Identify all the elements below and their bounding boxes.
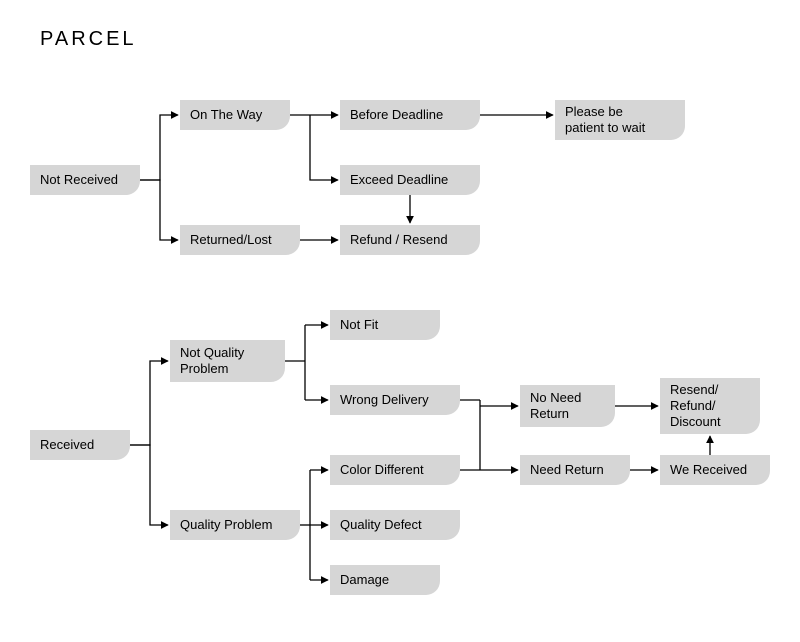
flow-node-exceed_deadline: Exceed Deadline <box>340 165 480 195</box>
flow-node-wrong_delivery: Wrong Delivery <box>330 385 460 415</box>
flow-node-quality_defect: Quality Defect <box>330 510 460 540</box>
flow-node-not_received: Not Received <box>30 165 140 195</box>
flow-node-not_fit: Not Fit <box>330 310 440 340</box>
page-title: PARCEL <box>40 28 137 51</box>
flow-node-before_deadline: Before Deadline <box>340 100 480 130</box>
flow-node-damage: Damage <box>330 565 440 595</box>
flow-node-we_received: We Received <box>660 455 770 485</box>
flow-node-refund_resend: Refund / Resend <box>340 225 480 255</box>
flow-node-returned_lost: Returned/Lost <box>180 225 300 255</box>
flow-node-need_return: Need Return <box>520 455 630 485</box>
flow-node-color_diff: Color Different <box>330 455 460 485</box>
flow-node-received: Received <box>30 430 130 460</box>
flow-node-not_quality: Not Quality Problem <box>170 340 285 382</box>
flow-node-resend_refund: Resend/ Refund/ Discount <box>660 378 760 434</box>
flow-node-on_the_way: On The Way <box>180 100 290 130</box>
flow-node-please_wait: Please be patient to wait <box>555 100 685 140</box>
flow-node-no_need_return: No Need Return <box>520 385 615 427</box>
flow-node-quality: Quality Problem <box>170 510 300 540</box>
